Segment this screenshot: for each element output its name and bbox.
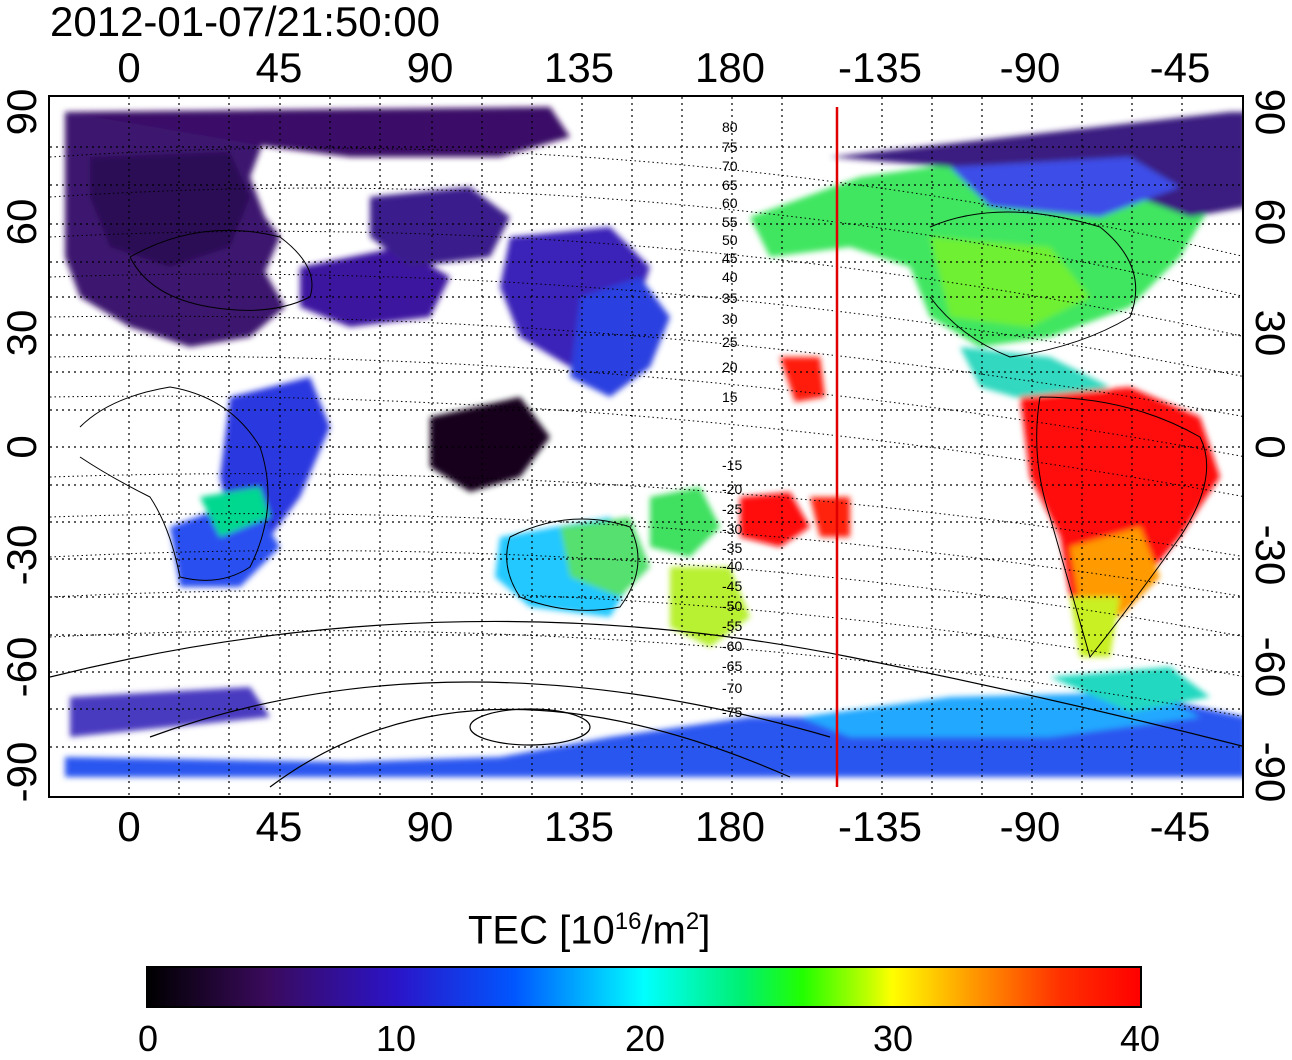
bottom-x-tick: 0 <box>117 803 141 850</box>
right-y-tick: 30 <box>1247 309 1292 357</box>
left-y-tick: 60 <box>0 198 45 246</box>
top-x-tick: 180 <box>694 44 766 91</box>
contour-label: -60 <box>722 638 742 654</box>
left-y-tick: -60 <box>0 636 45 698</box>
contour-label: -75 <box>722 704 742 720</box>
coastlines <box>79 211 1208 659</box>
contour-label: 55 <box>722 214 738 230</box>
contour-label: 40 <box>722 269 738 285</box>
top-x-tick: -90 <box>999 44 1061 91</box>
contour-label: -40 <box>722 558 742 574</box>
top-x-tick: 45 <box>255 44 303 91</box>
contour-label: -30 <box>722 521 742 537</box>
tec-map: 80 75 70 65 60 55 50 45 40 35 30 25 20 1… <box>48 95 1244 798</box>
contour-label: -15 <box>722 457 742 473</box>
bottom-x-tick: 45 <box>255 803 303 850</box>
contour-label: 80 <box>722 119 738 135</box>
contour-label: 65 <box>722 177 738 193</box>
right-y-tick: -30 <box>1247 524 1292 586</box>
top-x-tick: -45 <box>1149 44 1211 91</box>
contour-label: -50 <box>722 598 742 614</box>
tec-data-layer <box>65 107 1242 777</box>
left-y-tick: 90 <box>0 88 45 136</box>
colorbar-label: 20 <box>624 1018 666 1059</box>
contour-label: -65 <box>722 658 742 674</box>
bottom-x-tick: -45 <box>1149 803 1211 850</box>
contour-label: -45 <box>722 578 742 594</box>
left-y-tick: -90 <box>0 741 45 803</box>
colorbar-label: 30 <box>872 1018 914 1059</box>
contour-label: 15 <box>722 389 738 405</box>
colorbar-label: 10 <box>375 1018 417 1059</box>
bottom-x-tick: -90 <box>999 803 1061 850</box>
timestamp-title: 2012-01-07/21:50:00 <box>50 0 440 45</box>
bottom-x-tick: 180 <box>694 803 766 850</box>
contour-label: 45 <box>722 250 738 266</box>
right-y-tick: 90 <box>1247 88 1292 136</box>
bottom-x-tick: 90 <box>406 803 454 850</box>
contour-label: -20 <box>722 481 742 497</box>
contour-label: -55 <box>722 618 742 634</box>
top-x-tick: -135 <box>837 44 923 91</box>
top-x-tick: 135 <box>543 44 615 91</box>
contour-label: 25 <box>722 334 738 350</box>
top-x-tick: 0 <box>117 44 141 91</box>
left-y-tick: -30 <box>0 524 45 586</box>
contour-label: 20 <box>722 359 738 375</box>
contour-label: 70 <box>722 158 738 174</box>
magnetic-contours <box>50 147 1242 717</box>
right-y-tick: 60 <box>1247 198 1292 246</box>
contour-label: 30 <box>722 311 738 327</box>
solid-contours <box>50 620 1242 788</box>
contour-label: 75 <box>722 139 738 155</box>
top-x-tick: 90 <box>406 44 454 91</box>
colorbar <box>146 966 1142 1008</box>
bottom-x-tick: -135 <box>837 803 923 850</box>
bottom-x-tick: 135 <box>543 803 615 850</box>
right-y-tick: 0 <box>1247 435 1292 459</box>
contour-label: 50 <box>722 232 738 248</box>
contour-labels: 80 75 70 65 60 55 50 45 40 35 30 25 20 1… <box>722 119 742 720</box>
contour-label: -35 <box>722 540 742 556</box>
contour-label: -25 <box>722 501 742 517</box>
colorbar-label: 40 <box>1119 1018 1161 1059</box>
graticule <box>50 97 1242 796</box>
right-y-tick: -60 <box>1247 636 1292 698</box>
colorbar-title: TEC [1016/m2] <box>468 908 711 953</box>
left-y-tick: 30 <box>0 309 45 357</box>
contour-label: 60 <box>722 195 738 211</box>
contour-label: 35 <box>722 290 738 306</box>
colorbar-label: 0 <box>137 1018 159 1059</box>
tec-map-canvas: 80 75 70 65 60 55 50 45 40 35 30 25 20 1… <box>50 97 1242 796</box>
right-y-tick: -90 <box>1247 741 1292 803</box>
contour-label: -70 <box>722 680 742 696</box>
left-y-tick: 0 <box>0 435 45 459</box>
